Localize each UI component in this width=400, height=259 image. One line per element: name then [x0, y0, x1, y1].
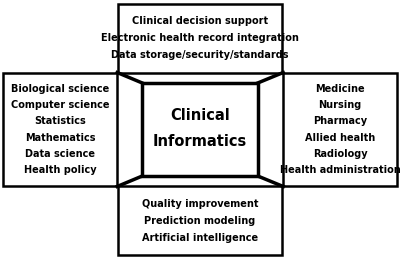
Bar	[283, 73, 397, 186]
Text: Pharmacy: Pharmacy	[313, 116, 367, 126]
Text: Mathematics: Mathematics	[25, 133, 96, 143]
Text: Informatics: Informatics	[153, 134, 247, 149]
Text: Biological science: Biological science	[11, 84, 109, 94]
Bar	[118, 186, 282, 255]
Bar	[118, 4, 282, 73]
Text: Clinical: Clinical	[170, 108, 230, 123]
Bar	[3, 73, 117, 186]
Bar	[142, 83, 258, 176]
Text: Data science: Data science	[25, 149, 95, 159]
Text: Nursing: Nursing	[318, 100, 362, 110]
Text: Prediction modeling: Prediction modeling	[144, 216, 256, 226]
Text: Health policy: Health policy	[24, 165, 96, 175]
Text: Allied health: Allied health	[305, 133, 375, 143]
Text: Clinical decision support: Clinical decision support	[132, 16, 268, 26]
Text: Medicine: Medicine	[315, 84, 365, 94]
Text: Quality improvement: Quality improvement	[142, 199, 258, 209]
Text: Statistics: Statistics	[34, 116, 86, 126]
Text: Computer science: Computer science	[11, 100, 110, 110]
Text: Electronic health record integration: Electronic health record integration	[101, 33, 299, 43]
Text: Radiology: Radiology	[313, 149, 368, 159]
Text: Artificial intelligence: Artificial intelligence	[142, 233, 258, 243]
Text: Data storage/security/standards: Data storage/security/standards	[111, 50, 289, 60]
Text: Health administration: Health administration	[280, 165, 400, 175]
